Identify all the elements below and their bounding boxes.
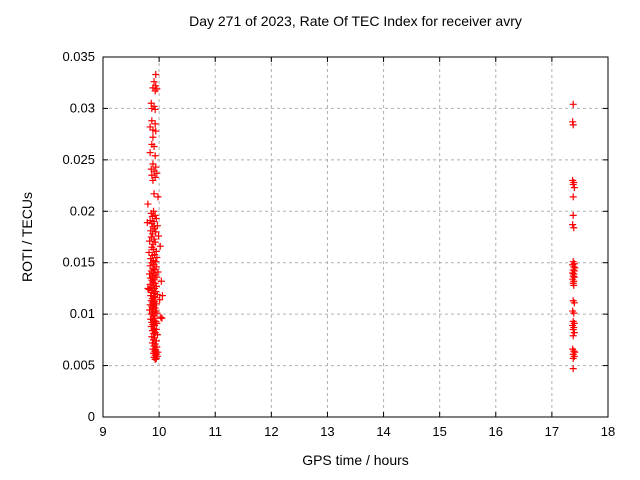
x-tick-label: 9 bbox=[99, 424, 106, 439]
data-point bbox=[152, 70, 160, 78]
data-point bbox=[156, 296, 164, 304]
data-point bbox=[569, 181, 577, 189]
data-point bbox=[157, 277, 165, 285]
y-tick-label: 0.02 bbox=[70, 203, 95, 218]
y-tick-label: 0 bbox=[88, 409, 95, 424]
x-tick-label: 16 bbox=[489, 424, 503, 439]
data-point bbox=[155, 232, 163, 240]
data-point bbox=[145, 248, 153, 256]
data-point bbox=[147, 227, 155, 235]
data-point bbox=[146, 237, 154, 245]
data-point bbox=[569, 326, 577, 334]
data-point bbox=[152, 163, 160, 171]
data-point bbox=[570, 299, 578, 307]
data-point bbox=[150, 78, 158, 86]
data-point bbox=[151, 152, 159, 160]
data-point bbox=[148, 117, 156, 125]
data-point bbox=[146, 149, 154, 157]
data-point bbox=[146, 280, 154, 288]
data-point bbox=[148, 104, 156, 112]
data-point bbox=[569, 365, 577, 373]
data-point bbox=[150, 330, 157, 338]
chart-title: Day 271 of 2023, Rate Of TEC Index for r… bbox=[189, 13, 522, 29]
y-tick-label: 0.005 bbox=[62, 358, 95, 373]
x-tick-label: 10 bbox=[152, 424, 166, 439]
data-point bbox=[149, 133, 157, 141]
x-tick-label: 18 bbox=[601, 424, 615, 439]
data-point bbox=[148, 220, 156, 228]
data-point bbox=[570, 224, 578, 232]
data-point bbox=[144, 284, 152, 292]
data-point bbox=[143, 219, 151, 227]
x-tick-label: 17 bbox=[545, 424, 559, 439]
data-point bbox=[151, 225, 159, 233]
data-point bbox=[149, 176, 157, 184]
data-point bbox=[152, 354, 160, 362]
x-tick-label: 11 bbox=[208, 424, 222, 439]
data-point bbox=[569, 100, 577, 108]
y-tick-label: 0.035 bbox=[62, 49, 95, 64]
data-point bbox=[154, 193, 162, 201]
data-point bbox=[152, 127, 160, 135]
data-point bbox=[569, 211, 577, 219]
data-point bbox=[152, 247, 160, 255]
data-point bbox=[148, 230, 156, 238]
data-point bbox=[570, 329, 578, 337]
data-point bbox=[569, 221, 577, 229]
data-point bbox=[153, 254, 161, 262]
data-point bbox=[150, 142, 158, 150]
data-point bbox=[158, 292, 166, 300]
x-axis-label: GPS time / hours bbox=[302, 452, 409, 468]
data-point bbox=[144, 200, 152, 208]
x-tick-label: 15 bbox=[432, 424, 446, 439]
data-point bbox=[151, 87, 159, 95]
data-point bbox=[151, 105, 159, 113]
y-axis-label: ROTI / TECUs bbox=[19, 192, 35, 282]
plot-border bbox=[102, 56, 609, 418]
data-point bbox=[148, 212, 156, 220]
y-tick-label: 0.01 bbox=[70, 306, 95, 321]
y-tick-label: 0.03 bbox=[70, 100, 95, 115]
data-point bbox=[569, 193, 577, 201]
data-point bbox=[152, 337, 160, 345]
data-point bbox=[156, 242, 164, 250]
data-point bbox=[570, 309, 578, 317]
data-point bbox=[569, 354, 577, 362]
data-point bbox=[151, 355, 159, 363]
data-point bbox=[153, 343, 161, 351]
x-tick-label: 13 bbox=[320, 424, 334, 439]
data-point bbox=[147, 209, 155, 217]
data-point bbox=[152, 326, 160, 334]
data-point bbox=[570, 184, 578, 192]
data-point bbox=[150, 235, 158, 243]
data-point bbox=[148, 252, 156, 260]
data-point bbox=[150, 190, 158, 198]
y-tick-label: 0.015 bbox=[62, 255, 95, 270]
data-point bbox=[157, 313, 165, 321]
y-tick-label: 0.025 bbox=[62, 152, 95, 167]
data-point bbox=[151, 120, 159, 128]
data-point bbox=[570, 281, 578, 289]
data-point bbox=[158, 314, 166, 322]
x-tick-label: 12 bbox=[264, 424, 278, 439]
data-point bbox=[153, 169, 161, 177]
x-tick-label: 14 bbox=[376, 424, 390, 439]
data-point bbox=[569, 332, 577, 340]
data-point bbox=[569, 121, 577, 129]
